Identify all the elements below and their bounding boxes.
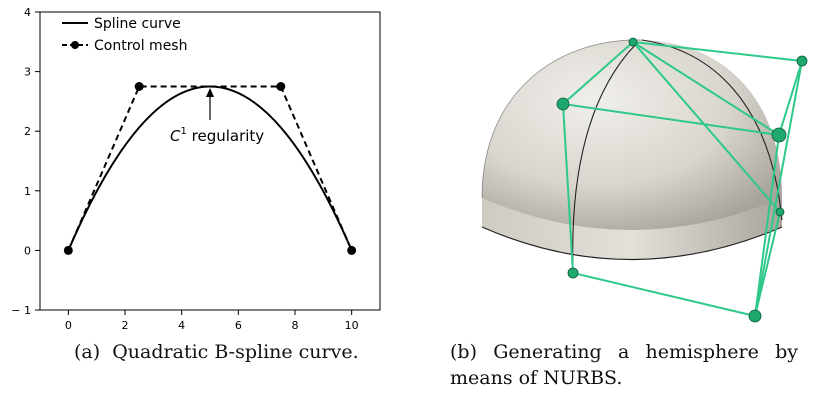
control-point-marker bbox=[347, 245, 357, 255]
annotation-arrowhead bbox=[206, 88, 214, 97]
caption-b-word: a bbox=[617, 341, 630, 363]
x-tick-label: 10 bbox=[345, 319, 359, 330]
y-tick-label: 1 bbox=[24, 185, 31, 198]
caption-b-word: by bbox=[775, 341, 798, 363]
hemisphere-bottom-edge bbox=[481, 226, 783, 261]
caption-b-word: hemisphere bbox=[645, 341, 759, 363]
control-points bbox=[556, 37, 808, 323]
hemisphere-front-arc bbox=[481, 39, 643, 199]
plot-frame bbox=[39, 11, 381, 311]
annotation-text: C1 regularity bbox=[170, 126, 264, 145]
legend-label-spline: Spline curve bbox=[94, 16, 181, 32]
y-tick-label: 4 bbox=[24, 6, 31, 19]
legend-label-mesh: Control mesh bbox=[94, 38, 187, 54]
control-mesh bbox=[562, 40, 804, 318]
x-tick-label: 0 bbox=[65, 319, 72, 330]
y-tick-label: 2 bbox=[24, 125, 31, 138]
control-point-marker bbox=[63, 245, 73, 255]
x-tick-label: 8 bbox=[292, 319, 299, 330]
spline-chart: 0 2 4 6 8 10 − 1 0 1 2 3 4 C1 regularity Spline cur… bbox=[11, 6, 381, 330]
legend-marker-mesh bbox=[71, 41, 79, 49]
y-tick-label: 3 bbox=[24, 66, 31, 79]
hemisphere-dome bbox=[482, 39, 782, 230]
caption-b-label: (b) bbox=[450, 341, 477, 363]
series-spline-curve bbox=[67, 85, 353, 251]
control-point-marker bbox=[134, 82, 144, 91]
legend: Spline curve Control mesh bbox=[62, 16, 187, 54]
x-tick-label: 4 bbox=[178, 319, 185, 330]
hemisphere-meridian-1 bbox=[572, 41, 639, 271]
control-point-marker bbox=[276, 82, 286, 91]
hemisphere-render bbox=[481, 37, 808, 323]
y-tick-label: − 1 bbox=[11, 304, 31, 317]
y-tick-label: 0 bbox=[24, 244, 31, 257]
x-tick-label: 6 bbox=[235, 319, 242, 330]
x-tick-label: 2 bbox=[122, 319, 129, 330]
caption-a: (a) Quadratic B-spline curve. bbox=[74, 341, 359, 363]
caption-b-line2: means of NURBS. bbox=[450, 367, 623, 389]
caption-b-word: Generating bbox=[493, 341, 602, 363]
caption-b: (b) Generating a hemisphere by means of … bbox=[450, 339, 810, 391]
